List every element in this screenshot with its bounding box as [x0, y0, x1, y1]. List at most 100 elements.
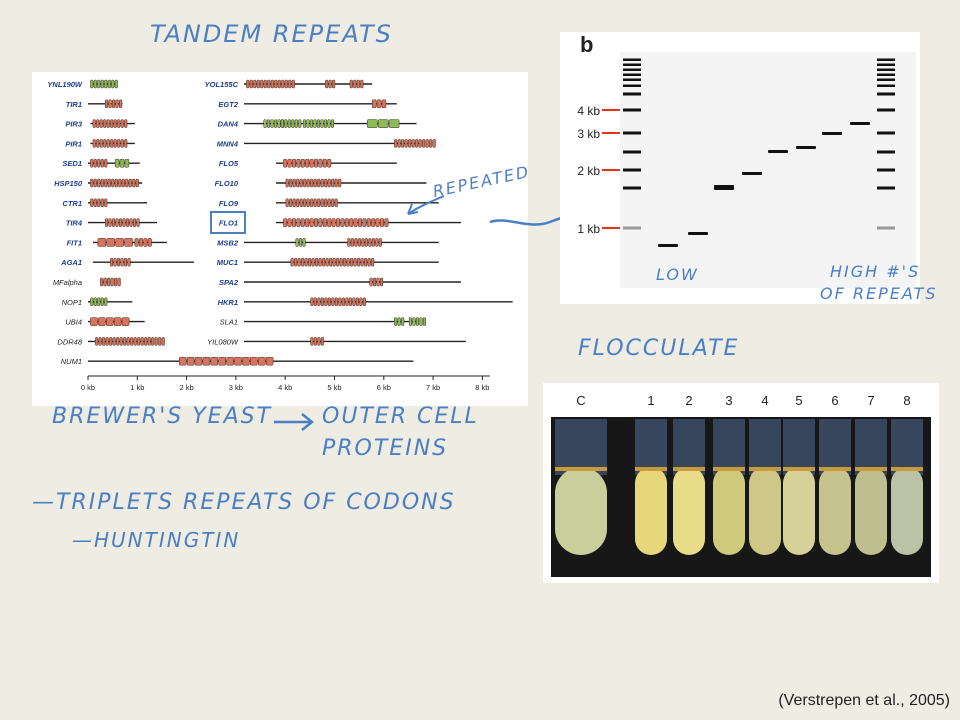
tube-liquid — [713, 467, 745, 555]
repeat-unit — [327, 158, 332, 168]
repeat-unit — [324, 198, 328, 208]
repeat-unit — [418, 139, 422, 148]
ladder-band — [623, 150, 641, 154]
repeat-unit — [349, 218, 354, 227]
repeat-unit — [294, 119, 298, 128]
repeat-unit — [379, 277, 384, 287]
repeat-unit — [133, 218, 137, 227]
repeat-unit — [309, 119, 314, 128]
gene-label: YIL080W — [207, 337, 239, 346]
repeat-unit — [355, 297, 359, 307]
repeat-unit — [93, 198, 97, 208]
axis-tick-label: 2 kb — [180, 383, 194, 392]
repeat-unit — [274, 79, 278, 89]
ladder-band — [623, 226, 641, 230]
repeat-unit — [331, 218, 336, 227]
triplet-repeats-note: —TRIPLETS REPEATS OF CODONS — [32, 490, 456, 515]
repeat-unit — [90, 79, 94, 89]
sample-band — [796, 146, 816, 149]
repeat-unit — [352, 297, 356, 307]
gel-electrophoresis-figure: b 4 kb 3 kb 2 kb 1 kb — [560, 32, 920, 304]
repeat-unit — [95, 337, 99, 346]
tube-cap — [783, 419, 815, 475]
repeat-unit — [300, 218, 305, 227]
tubes-image: C 1 2 3 4 5 6 7 8 — [551, 393, 931, 577]
repeat-unit — [360, 257, 364, 267]
tube-lane-label: 2 — [685, 393, 692, 408]
repeat-unit — [93, 158, 97, 168]
axis-tick-label: 5 kb — [327, 383, 341, 392]
sample-band — [768, 150, 788, 153]
repeat-unit — [343, 257, 347, 267]
ladder-band — [877, 84, 895, 87]
repeat-unit — [348, 297, 352, 307]
tube-meniscus — [819, 467, 851, 471]
repeat-unit — [107, 79, 111, 89]
ladder-band — [877, 108, 895, 112]
repeat-unit — [104, 198, 108, 208]
repeat-unit — [310, 198, 314, 208]
tube-lane-label: 8 — [903, 393, 910, 408]
repeat-unit — [289, 178, 293, 188]
ladder-band — [877, 68, 895, 71]
gene-label: SLA1 — [220, 318, 238, 327]
repeat-unit — [104, 79, 108, 89]
repeat-unit — [376, 99, 382, 109]
ladder-band — [877, 168, 895, 172]
repeat-unit — [115, 218, 119, 227]
gene-label: DAN4 — [218, 120, 239, 129]
tube-meniscus — [673, 467, 705, 471]
repeat-unit — [315, 257, 319, 267]
repeat-unit — [90, 198, 94, 208]
repeat-unit — [362, 218, 367, 227]
repeat-unit — [313, 158, 318, 168]
brewers-yeast-note: BREWER'S YEAST — [52, 404, 273, 429]
repeat-unit — [147, 238, 152, 247]
repeat-unit — [324, 178, 328, 188]
panel-label: b — [580, 32, 593, 57]
repeat-unit — [105, 99, 109, 109]
tube-cap — [749, 419, 781, 475]
repeat-unit — [106, 317, 114, 326]
repeat-unit — [287, 218, 292, 227]
tube-cap — [819, 419, 851, 475]
repeat-unit — [291, 79, 295, 89]
gene-label: PIR1 — [65, 139, 82, 148]
gene-label: CTR1 — [62, 199, 82, 208]
repeat-unit — [100, 277, 104, 287]
repeat-unit — [322, 218, 327, 227]
gene-label: MUC1 — [217, 258, 238, 267]
size-marker-label: 1 kb — [577, 222, 600, 236]
outer-cell-note: OUTER CELL — [322, 404, 479, 429]
ladder-band — [877, 58, 895, 61]
sample-band — [714, 185, 734, 190]
repeat-unit — [130, 337, 134, 346]
repeat-unit — [422, 317, 427, 326]
repeat-unit — [110, 277, 114, 287]
gene-label: HKR1 — [218, 298, 238, 307]
repeat-unit — [103, 119, 107, 128]
repeat-unit — [429, 139, 433, 148]
repeat-unit — [93, 178, 97, 188]
repeat-unit — [313, 198, 317, 208]
tandem-repeats-title: TANDEM REPEATS — [150, 20, 393, 48]
repeat-unit — [194, 356, 203, 366]
repeat-unit — [338, 297, 342, 307]
repeat-unit — [378, 238, 382, 247]
flocculation-tubes-figure: C 1 2 3 4 5 6 7 8 — [543, 383, 939, 583]
repeat-unit — [158, 337, 162, 346]
repeat-unit — [106, 139, 110, 148]
citation: (Verstrepen et al., 2005) — [778, 692, 950, 709]
repeat-unit — [111, 178, 115, 188]
repeat-unit — [90, 297, 94, 307]
repeat-unit — [305, 158, 310, 168]
axis-tick-label: 7 kb — [426, 383, 440, 392]
repeat-unit — [309, 218, 314, 227]
repeat-unit — [111, 79, 115, 89]
gene-label: FLO5 — [219, 159, 239, 168]
repeat-unit — [113, 139, 117, 148]
repeat-unit — [100, 79, 104, 89]
tube-liquid — [783, 467, 815, 555]
repeat-unit — [313, 119, 317, 128]
repeat-unit — [339, 257, 343, 267]
